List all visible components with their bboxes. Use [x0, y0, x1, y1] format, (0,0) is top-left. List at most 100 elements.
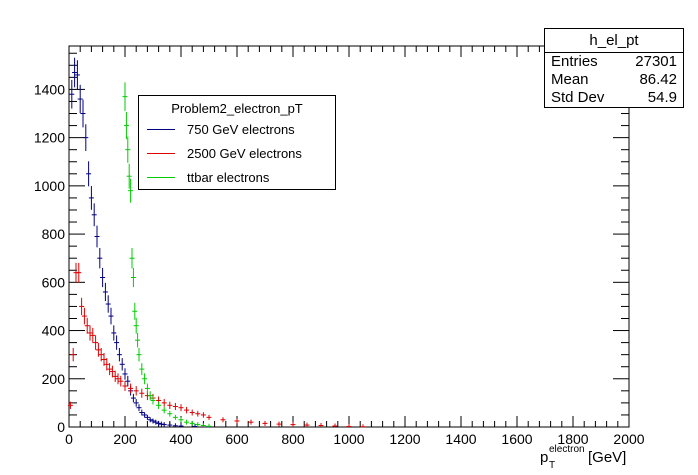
- data-point: [95, 342, 101, 357]
- legend-label: ttbar electrons: [187, 169, 270, 185]
- data-point: [200, 412, 206, 418]
- data-point: [318, 423, 324, 427]
- data-point: [200, 423, 206, 427]
- series-2: [122, 82, 212, 427]
- legend-swatch: [147, 128, 175, 130]
- stats-row-mean: Mean 86.42: [545, 71, 683, 89]
- data-point: [108, 307, 114, 325]
- x-tick-label: 1200: [389, 431, 420, 447]
- data-point: [83, 124, 89, 151]
- x-axis-title: p T electron [GeV]: [540, 444, 626, 471]
- data-point: [122, 380, 128, 392]
- data-point: [87, 325, 93, 341]
- legend-label: 750 GeV electrons: [187, 121, 295, 137]
- data-point: [122, 82, 128, 111]
- y-tick-label: 1000: [34, 178, 65, 194]
- data-point: [139, 409, 145, 416]
- legend-entry: 750 GeV electrons: [139, 117, 335, 141]
- data-point: [76, 262, 82, 283]
- data-point: [102, 282, 108, 302]
- data-point: [88, 186, 94, 210]
- legend-entry: 2500 GeV electrons: [139, 141, 335, 165]
- data-point: [167, 422, 173, 427]
- data-point: [139, 363, 145, 376]
- x-tick-label: 1400: [445, 431, 476, 447]
- data-point: [346, 424, 352, 428]
- data-point: [98, 347, 104, 362]
- legend-swatch: [147, 176, 175, 178]
- data-point: [94, 225, 100, 248]
- data-point: [178, 423, 184, 427]
- x-axis-title-sup: electron: [549, 444, 585, 455]
- data-point: [156, 401, 162, 409]
- data-point: [147, 391, 153, 401]
- data-point: [74, 60, 80, 90]
- data-point: [133, 399, 139, 407]
- y-tick-label: 0: [57, 419, 65, 435]
- data-point: [189, 409, 195, 416]
- data-point: [147, 417, 153, 423]
- data-point: [144, 414, 150, 420]
- data-point: [234, 418, 240, 424]
- data-point: [360, 424, 366, 428]
- data-point: [248, 419, 254, 425]
- stats-label: Mean: [551, 71, 589, 88]
- data-point: [115, 373, 121, 385]
- data-point: [153, 419, 159, 425]
- x-axis-title-unit: [GeV]: [588, 449, 626, 466]
- series-1: [67, 262, 366, 428]
- y-tick-label: 800: [42, 226, 66, 242]
- axis-tick-labels: 0 200 400 600 800 1000 1200 1400 1600 1800 2000 0 20…: [34, 81, 645, 447]
- data-point: [86, 161, 92, 187]
- x-tick-label: 2000: [613, 431, 644, 447]
- x-tick-label: 1600: [501, 431, 532, 447]
- data-point: [220, 417, 226, 423]
- data-point: [125, 136, 131, 163]
- data-point: [262, 420, 268, 426]
- data-point: [178, 417, 184, 423]
- stats-row-stddev: Std Dev 54.9: [545, 89, 683, 107]
- x-tick-label: 800: [281, 431, 305, 447]
- data-point: [118, 375, 124, 387]
- data-point: [97, 247, 103, 269]
- data-point: [290, 422, 296, 427]
- data-point: [125, 375, 131, 387]
- data-point: [142, 412, 148, 418]
- data-point: [192, 424, 198, 428]
- y-tick-label: 600: [42, 274, 66, 290]
- stats-value: 86.42: [639, 71, 677, 88]
- data-point: [104, 358, 110, 371]
- stats-label: Std Dev: [551, 89, 605, 106]
- series-layer: [67, 57, 366, 428]
- data-point: [123, 111, 129, 140]
- stats-title: h_el_pt: [545, 29, 683, 53]
- y-tick-label: 1200: [34, 130, 65, 146]
- data-point: [136, 404, 142, 412]
- stats-value: 54.9: [647, 89, 677, 106]
- data-point: [304, 422, 310, 427]
- data-point: [135, 332, 141, 348]
- data-point: [195, 410, 201, 417]
- data-point: [130, 267, 136, 288]
- data-point: [93, 335, 99, 350]
- data-point: [80, 99, 86, 128]
- x-axis-title-sub: T: [549, 460, 555, 471]
- data-point: [107, 363, 113, 376]
- data-point: [161, 406, 167, 414]
- data-point: [178, 404, 184, 412]
- data-point: [101, 353, 107, 366]
- data-point: [276, 421, 282, 427]
- data-point: [114, 335, 120, 350]
- data-point: [332, 423, 338, 427]
- series-0: [69, 57, 212, 428]
- data-point: [109, 365, 115, 378]
- data-point: [128, 383, 134, 394]
- x-tick-label: 0: [65, 431, 73, 447]
- data-point: [79, 297, 85, 316]
- data-point: [112, 370, 118, 382]
- data-point: [72, 57, 78, 88]
- data-point: [136, 347, 142, 362]
- data-point: [150, 418, 156, 424]
- stats-row-entries: Entries 27301: [545, 53, 683, 71]
